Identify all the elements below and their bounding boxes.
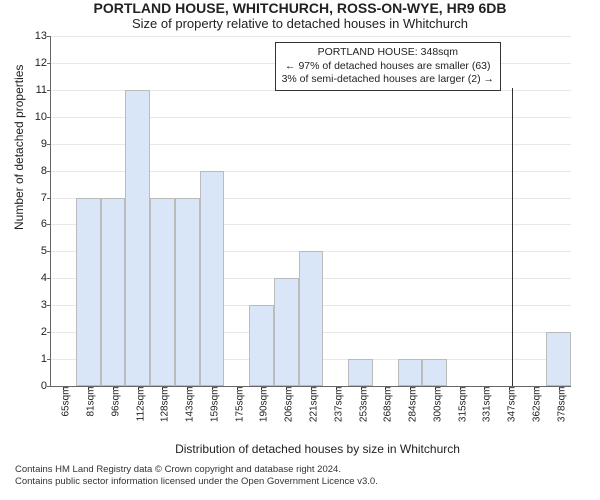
- y-tick-label: 12: [23, 57, 47, 69]
- chart-title: PORTLAND HOUSE, WHITCHURCH, ROSS-ON-WYE,…: [0, 0, 600, 16]
- x-tick-label: 300sqm: [432, 387, 443, 437]
- y-tick-label: 11: [23, 84, 47, 96]
- chart-subtitle: Size of property relative to detached ho…: [0, 16, 600, 31]
- histogram-bar: [200, 171, 225, 386]
- plot-area: 01234567891011121365sqm81sqm96sqm112sqm1…: [50, 36, 571, 387]
- x-tick-label: 159sqm: [209, 387, 220, 437]
- y-tick-mark: [47, 278, 51, 279]
- x-tick-label: 362sqm: [531, 387, 542, 437]
- x-tick-label: 284sqm: [408, 387, 419, 437]
- y-tick-label: 8: [23, 165, 47, 177]
- y-tick-mark: [47, 332, 51, 333]
- footer-attribution: Contains HM Land Registry data © Crown c…: [15, 464, 600, 488]
- chart-container: 01234567891011121365sqm81sqm96sqm112sqm1…: [50, 36, 585, 456]
- footer-line-2: Contains public sector information licen…: [15, 476, 600, 488]
- x-tick-label: 112sqm: [135, 387, 146, 437]
- x-tick-label: 96sqm: [110, 387, 121, 437]
- x-tick-label: 206sqm: [284, 387, 295, 437]
- x-tick-label: 315sqm: [457, 387, 468, 437]
- y-tick-label: 7: [23, 192, 47, 204]
- histogram-bar: [249, 305, 274, 386]
- y-tick-mark: [47, 359, 51, 360]
- y-tick-mark: [47, 224, 51, 225]
- annotation-line-2: ← 97% of detached houses are smaller (63…: [282, 60, 494, 74]
- histogram-bar: [274, 278, 299, 386]
- x-axis-label: Distribution of detached houses by size …: [50, 442, 585, 456]
- y-tick-label: 13: [23, 30, 47, 42]
- reference-vline: [512, 88, 513, 386]
- y-tick-mark: [47, 198, 51, 199]
- y-tick-mark: [47, 386, 51, 387]
- histogram-bar: [125, 90, 150, 386]
- y-tick-label: 4: [23, 272, 47, 284]
- annotation-line-1: PORTLAND HOUSE: 348sqm: [282, 46, 494, 60]
- x-tick-label: 331sqm: [482, 387, 493, 437]
- x-tick-label: 237sqm: [333, 387, 344, 437]
- x-tick-label: 143sqm: [185, 387, 196, 437]
- y-tick-label: 1: [23, 353, 47, 365]
- y-tick-label: 0: [23, 380, 47, 392]
- x-tick-label: 253sqm: [358, 387, 369, 437]
- y-tick-mark: [47, 144, 51, 145]
- y-tick-mark: [47, 63, 51, 64]
- histogram-bar: [175, 198, 200, 386]
- y-tick-mark: [47, 90, 51, 91]
- annotation-box: PORTLAND HOUSE: 348sqm ← 97% of detached…: [275, 42, 501, 91]
- x-tick-label: 347sqm: [507, 387, 518, 437]
- gridline: [51, 36, 571, 37]
- x-tick-label: 378sqm: [556, 387, 567, 437]
- x-tick-label: 175sqm: [234, 387, 245, 437]
- x-tick-label: 190sqm: [259, 387, 270, 437]
- x-tick-label: 65sqm: [61, 387, 72, 437]
- y-tick-mark: [47, 305, 51, 306]
- y-tick-label: 9: [23, 138, 47, 150]
- x-tick-label: 81sqm: [86, 387, 97, 437]
- y-tick-label: 10: [23, 111, 47, 123]
- y-tick-mark: [47, 251, 51, 252]
- y-tick-mark: [47, 171, 51, 172]
- y-tick-label: 3: [23, 299, 47, 311]
- y-tick-label: 6: [23, 218, 47, 230]
- x-tick-label: 128sqm: [160, 387, 171, 437]
- histogram-bar: [101, 198, 126, 386]
- y-tick-label: 2: [23, 326, 47, 338]
- y-tick-mark: [47, 117, 51, 118]
- x-tick-label: 221sqm: [309, 387, 320, 437]
- y-tick-label: 5: [23, 245, 47, 257]
- histogram-bar: [422, 359, 447, 386]
- annotation-line-3: 3% of semi-detached houses are larger (2…: [282, 73, 494, 87]
- footer-line-1: Contains HM Land Registry data © Crown c…: [15, 464, 600, 476]
- histogram-bar: [398, 359, 423, 386]
- histogram-bar: [150, 198, 175, 386]
- histogram-bar: [76, 198, 101, 386]
- histogram-bar: [348, 359, 373, 386]
- histogram-bar: [546, 332, 571, 386]
- x-tick-label: 268sqm: [383, 387, 394, 437]
- y-tick-mark: [47, 36, 51, 37]
- histogram-bar: [299, 251, 324, 386]
